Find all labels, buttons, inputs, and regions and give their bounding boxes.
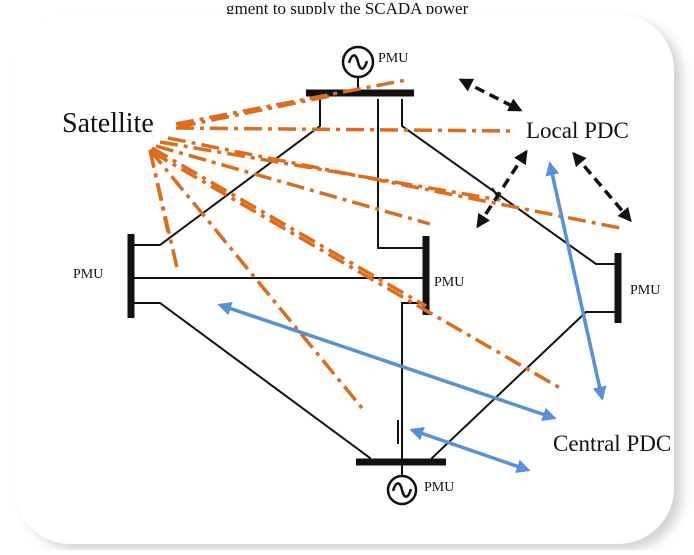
central-pdc-links	[217, 161, 607, 473]
header-caption: gment to supply the SCADA power	[226, 0, 469, 18]
pmu-label-center: PMU	[434, 275, 464, 290]
local-pdc-links	[458, 78, 632, 229]
central-link-local-pdc	[545, 161, 607, 401]
sat-link-left-bus	[148, 149, 180, 273]
sat-link-center-low	[151, 146, 427, 308]
local-link-center	[476, 149, 528, 229]
local-pdc-label: Local PDC	[526, 118, 629, 143]
sat-link-top-gen	[175, 78, 407, 126]
sat-link-right-b	[159, 140, 501, 202]
buses	[127, 89, 622, 466]
sat-link-right-a	[167, 136, 621, 230]
central-pdc-label: Central PDC	[553, 431, 671, 456]
central-link-left	[217, 301, 557, 422]
sat-link-right-low	[151, 150, 561, 390]
pmu-label-top: PMU	[378, 51, 408, 66]
generator-bottom	[386, 465, 418, 506]
pmu-label-right: PMU	[630, 283, 660, 298]
sat-link-left-upper	[148, 149, 170, 233]
local-link-right	[572, 151, 632, 223]
pmu-label-left: PMU	[73, 267, 103, 282]
local-link-top	[458, 78, 523, 112]
sat-link-top-bus	[177, 94, 331, 129]
pmu-label-bottom: PMU	[424, 480, 454, 495]
sat-link-local-pdc	[175, 126, 513, 133]
satellite-label: Satellite	[62, 108, 154, 139]
sat-link-center	[155, 144, 431, 226]
central-link-bottom	[409, 427, 531, 473]
generator-top	[341, 45, 375, 91]
line-top-left	[133, 99, 321, 246]
line-top-center	[377, 99, 426, 249]
